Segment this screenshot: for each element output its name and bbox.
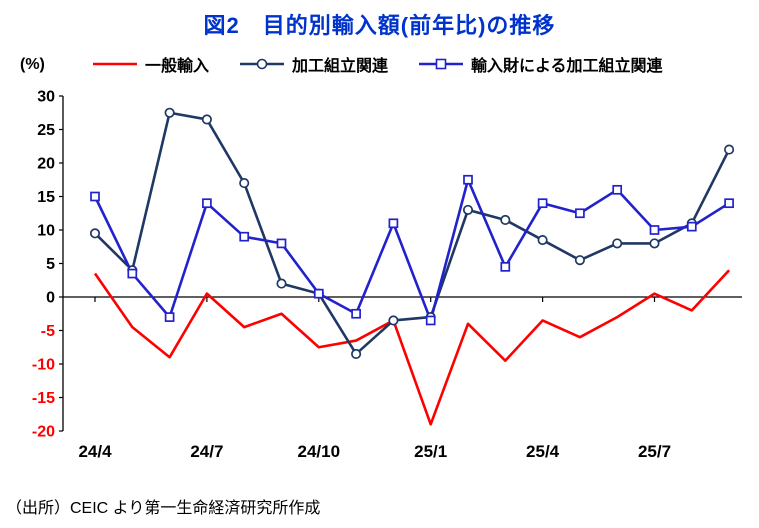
marker-square — [239, 231, 250, 242]
marker-square — [127, 268, 138, 279]
marker-square — [500, 262, 511, 272]
y-tick-label: 0 — [46, 290, 55, 307]
series-line-2 — [93, 178, 730, 322]
marker-circle — [351, 348, 362, 359]
marker-square — [649, 225, 660, 235]
y-tick-label: 20 — [37, 156, 55, 173]
marker-circle — [276, 278, 287, 289]
marker-square — [463, 174, 473, 185]
chart-title: 図2 目的別輸入額(前年比)の推移 — [203, 13, 556, 38]
y-axis-unit-label: (%) — [20, 56, 45, 73]
marker-square — [276, 238, 287, 249]
y-tick-label: 15 — [37, 189, 55, 206]
marker-circle — [388, 315, 399, 326]
x-tick-label: 24/4 — [78, 442, 112, 461]
marker-square — [425, 315, 436, 326]
marker-square — [164, 312, 175, 322]
legend-item-2: 輸入財による加工組立関連 — [418, 52, 663, 76]
legend-label: 加工組立関連 — [292, 58, 389, 75]
y-tick-label: 5 — [46, 256, 55, 273]
marker-circle — [649, 238, 660, 249]
legend-swatch-square-icon — [419, 58, 464, 70]
legend-label: 一般輸入 — [145, 58, 210, 75]
y-tick-label: -20 — [32, 424, 55, 441]
legend-marker-circle — [256, 58, 268, 70]
marker-circle — [612, 238, 623, 249]
y-tick-label: -10 — [32, 357, 55, 374]
marker-square — [575, 208, 585, 219]
legend-label: 輸入財による加工組立関連 — [471, 58, 663, 75]
legend-marker-square — [435, 58, 447, 70]
y-tick-label: 10 — [37, 223, 55, 240]
x-tick-label: 25/7 — [638, 442, 671, 461]
marker-square — [724, 198, 734, 209]
y-tick-label: -15 — [32, 390, 55, 407]
marker-square — [612, 184, 623, 195]
marker-square — [202, 198, 212, 209]
marker-square — [686, 221, 697, 232]
legend-swatch-line-icon — [93, 62, 137, 66]
legend-swatch-circle-icon — [240, 58, 285, 70]
legend-item-1: 加工組立関連 — [239, 52, 388, 76]
marker-circle — [164, 107, 175, 118]
series-line-0 — [93, 269, 731, 426]
marker-circle — [201, 114, 212, 125]
marker-circle — [462, 204, 474, 215]
marker-square — [351, 308, 361, 319]
x-tick-label: 24/7 — [190, 442, 223, 461]
marker-square — [313, 288, 324, 299]
marker-square — [537, 198, 548, 209]
source-note: （出所）CEIC より第一生命経済研究所作成 — [6, 500, 321, 517]
marker-circle — [724, 144, 735, 155]
y-tick-label: 25 — [37, 122, 55, 139]
x-tick-label: 25/1 — [414, 442, 447, 461]
series-line-1 — [94, 111, 731, 356]
legend: 一般輸入 加工組立関連 輸入財による加工組立関連 — [92, 52, 663, 76]
marker-circle — [239, 178, 250, 189]
x-tick-label: 24/10 — [298, 442, 341, 461]
marker-square — [90, 191, 100, 202]
x-tick-label: 25/4 — [526, 442, 560, 461]
legend-item-0: 一般輸入 — [92, 52, 209, 76]
line-chart: 30 25 20 15 10 5 0 -5 -10 -15 -20 24/4 24/7 24/10 25/1… — [32, 89, 742, 461]
marker-circle — [574, 255, 585, 266]
marker-circle — [537, 235, 548, 246]
marker-square — [388, 218, 399, 229]
marker-circle — [500, 214, 511, 225]
y-tick-label: 30 — [37, 89, 55, 106]
marker-circle — [89, 228, 101, 239]
y-tick-label: -5 — [41, 323, 55, 340]
